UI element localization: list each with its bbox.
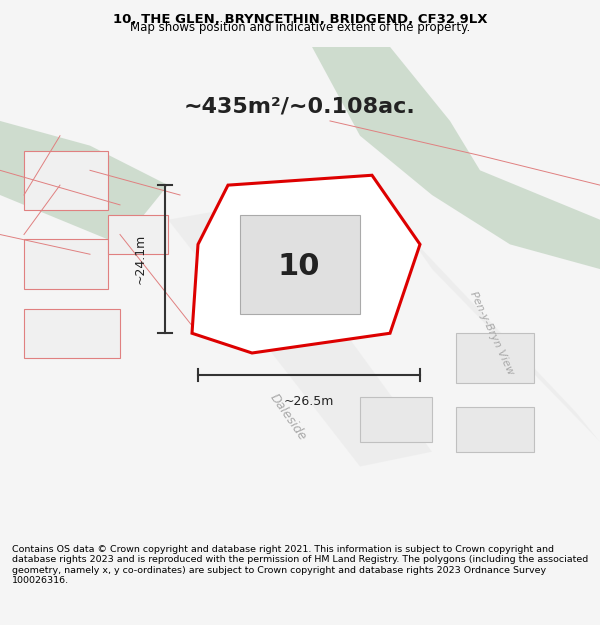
Text: Map shows position and indicative extent of the property.: Map shows position and indicative extent… — [130, 21, 470, 34]
FancyBboxPatch shape — [24, 151, 108, 210]
FancyBboxPatch shape — [360, 398, 432, 442]
FancyBboxPatch shape — [108, 215, 168, 254]
Text: ~26.5m: ~26.5m — [284, 395, 334, 408]
Polygon shape — [192, 175, 420, 353]
Text: Daleside: Daleside — [267, 391, 309, 443]
Text: Contains OS data © Crown copyright and database right 2021. This information is : Contains OS data © Crown copyright and d… — [12, 545, 588, 585]
Polygon shape — [312, 47, 600, 269]
Text: ~435m²/~0.108ac.: ~435m²/~0.108ac. — [184, 96, 416, 116]
Polygon shape — [408, 234, 600, 442]
Polygon shape — [0, 121, 168, 244]
FancyBboxPatch shape — [24, 309, 120, 358]
FancyBboxPatch shape — [456, 333, 534, 382]
Text: 10, THE GLEN, BRYNCETHIN, BRIDGEND, CF32 9LX: 10, THE GLEN, BRYNCETHIN, BRIDGEND, CF32… — [113, 13, 487, 26]
Polygon shape — [168, 205, 432, 466]
Text: Pen-y-Bryn View: Pen-y-Bryn View — [468, 290, 516, 377]
FancyBboxPatch shape — [240, 215, 360, 314]
Text: 10: 10 — [278, 253, 320, 281]
FancyBboxPatch shape — [24, 239, 108, 289]
FancyBboxPatch shape — [456, 408, 534, 452]
Text: ~24.1m: ~24.1m — [134, 234, 147, 284]
